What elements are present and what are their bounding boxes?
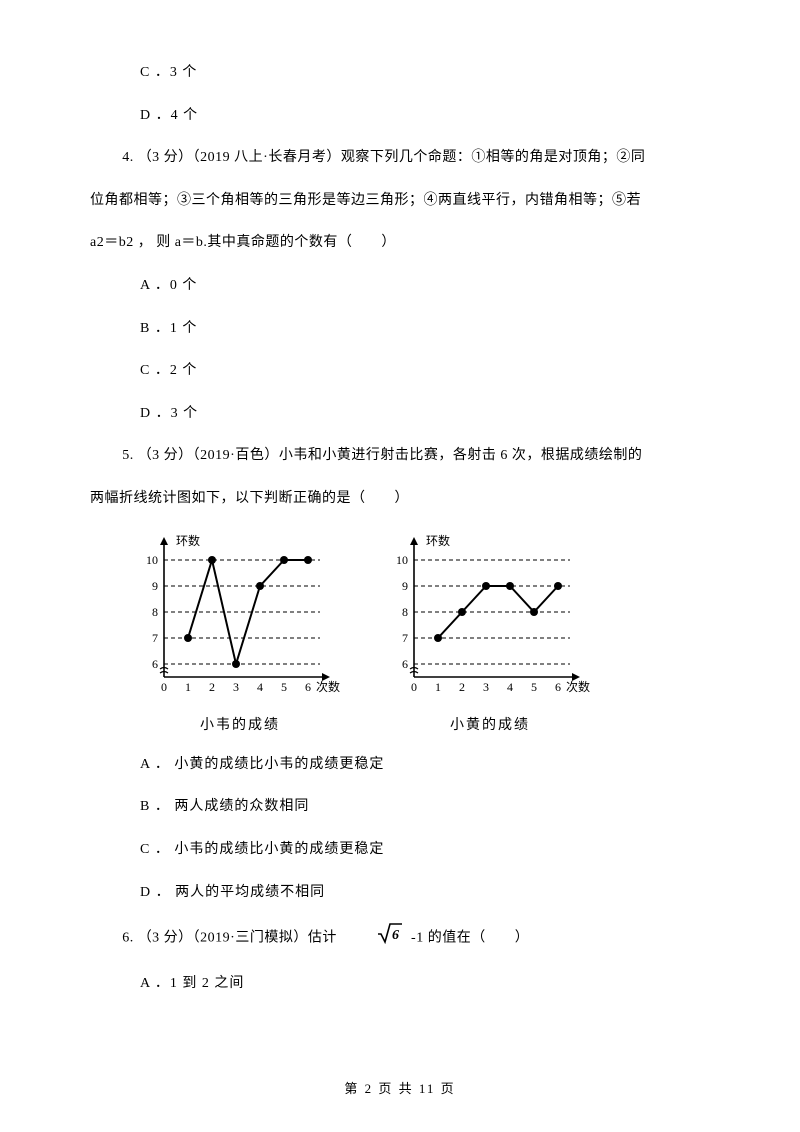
q5-option-b[interactable]: B ． 两人成绩的众数相同 — [140, 794, 710, 821]
q5-option-c[interactable]: C ． 小韦的成绩比小黄的成绩更稳定 — [140, 837, 710, 864]
svg-text:次数: 次数 — [316, 679, 340, 694]
svg-text:9: 9 — [402, 579, 408, 593]
q6-stem-pre: 6. （3 分）（2019·三门模拟）估计 — [122, 931, 341, 946]
svg-text:8: 8 — [402, 605, 408, 619]
page-footer: 第 2 页 共 11 页 — [0, 1077, 800, 1102]
svg-text:6: 6 — [152, 657, 158, 671]
svg-text:0: 0 — [161, 680, 167, 694]
svg-text:4: 4 — [507, 680, 513, 694]
svg-text:6: 6 — [555, 680, 561, 694]
q5-chart2-block: 6 7 8 9 10 0 1 2 3 4 5 6 环数次数 小黄的成绩 — [380, 529, 600, 740]
q5-chart1-block: 6 7 8 9 10 0 1 2 3 4 5 6 环数次数 小韦的成绩 — [130, 529, 350, 740]
q5-option-a[interactable]: A ． 小黄的成绩比小韦的成绩更稳定 — [140, 752, 710, 779]
svg-text:7: 7 — [402, 631, 408, 645]
svg-text:环数: 环数 — [426, 533, 450, 548]
q5-stem-line1: 5. （3 分）（2019·百色）小韦和小黄进行射击比赛，各射击 6 次，根据成… — [90, 443, 710, 470]
q4-stem-line1: 4. （3 分）（2019 八上·长春月考）观察下列几个命题：①相等的角是对顶角… — [90, 145, 710, 172]
sqrt-icon: 6 — [345, 922, 403, 955]
sqrt-body: 6 — [392, 928, 400, 943]
q5-chart2-caption: 小黄的成绩 — [380, 713, 600, 740]
q3-option-c[interactable]: C ．3 个 — [140, 60, 710, 87]
svg-text:10: 10 — [396, 553, 408, 567]
svg-text:2: 2 — [209, 680, 215, 694]
svg-text:1: 1 — [435, 680, 441, 694]
q5-chart2-svg: 6 7 8 9 10 0 1 2 3 4 5 6 环数次数 — [380, 529, 600, 699]
svg-text:6: 6 — [305, 680, 311, 694]
q4-option-c[interactable]: C ．2 个 — [140, 358, 710, 385]
svg-text:9: 9 — [152, 579, 158, 593]
svg-text:环数: 环数 — [176, 533, 200, 548]
q5-option-d[interactable]: D ． 两人的平均成绩不相同 — [140, 880, 710, 907]
svg-text:10: 10 — [146, 553, 158, 567]
svg-text:6: 6 — [402, 657, 408, 671]
svg-text:1: 1 — [185, 680, 191, 694]
q4-option-b[interactable]: B ．1 个 — [140, 316, 710, 343]
q4-option-a[interactable]: A ．0 个 — [140, 273, 710, 300]
svg-text:3: 3 — [483, 680, 489, 694]
svg-text:次数: 次数 — [566, 679, 590, 694]
q4-stem-line3: a2＝b2 ， 则 a＝b.其中真命题的个数有（ ） — [90, 230, 710, 257]
q5-chart1-caption: 小韦的成绩 — [130, 713, 350, 740]
q4-stem-line2: 位角都相等；③三个角相等的三角形是等边三角形；④两直线平行，内错角相等；⑤若 — [90, 188, 710, 215]
q6-stem: 6. （3 分）（2019·三门模拟）估计 6 -1 的值在（ ） — [90, 922, 710, 955]
q6-option-a[interactable]: A ．1 到 2 之间 — [140, 971, 710, 998]
svg-text:5: 5 — [531, 680, 537, 694]
svg-text:5: 5 — [281, 680, 287, 694]
svg-text:4: 4 — [257, 680, 263, 694]
svg-text:7: 7 — [152, 631, 158, 645]
q5-chart1-svg: 6 7 8 9 10 0 1 2 3 4 5 6 环数次数 — [130, 529, 350, 699]
q3-option-d[interactable]: D ．4 个 — [140, 103, 710, 130]
q4-option-d[interactable]: D ．3 个 — [140, 401, 710, 428]
q5-stem-line2: 两幅折线统计图如下，以下判断正确的是（ ） — [90, 486, 710, 513]
svg-text:8: 8 — [152, 605, 158, 619]
svg-text:3: 3 — [233, 680, 239, 694]
q6-stem-post: -1 的值在（ ） — [411, 931, 529, 946]
svg-text:0: 0 — [411, 680, 417, 694]
q5-charts-row: 6 7 8 9 10 0 1 2 3 4 5 6 环数次数 小韦的成绩 6 7 8 9 10 0 1 2 3 4 5 6 环数次… — [130, 529, 710, 740]
svg-text:2: 2 — [459, 680, 465, 694]
